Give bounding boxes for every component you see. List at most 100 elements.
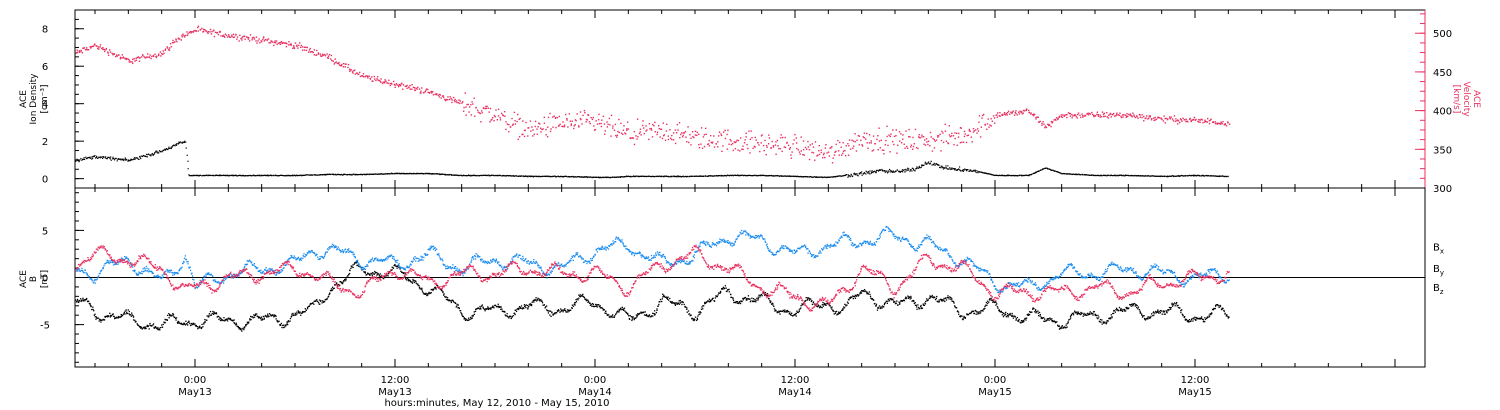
velocity-point: [925, 138, 928, 140]
b-point-bx: [1012, 315, 1014, 318]
density-point: [733, 174, 736, 176]
density-point: [529, 175, 531, 178]
b-point-bx: [954, 306, 956, 308]
velocity-point: [678, 122, 681, 124]
b-point-bx: [434, 287, 437, 289]
density-point: [76, 158, 78, 160]
velocity-point: [687, 126, 689, 128]
density-point: [762, 174, 764, 177]
b-point-bx: [253, 314, 255, 316]
density-point: [168, 146, 170, 148]
velocity-point: [519, 117, 521, 120]
b-point-bx: [538, 299, 540, 301]
b-point-bx: [740, 300, 742, 302]
velocity-point: [748, 130, 750, 132]
b-point-bx: [187, 321, 189, 324]
top-panel-frame: [74, 9, 1426, 189]
velocity-point: [1081, 113, 1083, 115]
velocity-point: [720, 134, 723, 137]
density-point: [1117, 175, 1119, 177]
velocity-point: [877, 135, 879, 137]
velocity-point: [105, 47, 108, 50]
density-point: [319, 174, 322, 176]
velocity-point: [299, 42, 301, 44]
density-point: [375, 173, 377, 175]
velocity-point: [822, 153, 825, 156]
b-point-bx: [822, 305, 824, 307]
density-point: [456, 174, 458, 176]
density-point: [662, 175, 664, 177]
velocity-point: [485, 107, 488, 110]
velocity-point: [453, 99, 456, 102]
velocity-point: [781, 150, 783, 153]
density-point: [1154, 175, 1157, 177]
b-point-bx: [493, 307, 495, 309]
b-point-bx: [757, 298, 760, 300]
density-point: [134, 158, 136, 160]
velocity-point: [889, 135, 891, 138]
b-point-bx: [838, 311, 840, 313]
b-point-bx: [472, 315, 474, 317]
density-point: [1120, 174, 1123, 176]
bottom-left-tick-label: 0: [42, 274, 48, 285]
velocity-point: [1022, 112, 1024, 114]
density-point: [689, 175, 691, 177]
b-point-bx: [540, 300, 543, 302]
density-point: [903, 169, 905, 171]
density-point: [971, 170, 974, 172]
density-point: [646, 175, 648, 178]
b-point-bx: [429, 292, 432, 294]
velocity-point: [290, 43, 292, 45]
density-point: [910, 168, 912, 171]
velocity-point: [289, 43, 291, 46]
velocity-point: [624, 133, 627, 135]
b-point-bx: [525, 306, 527, 309]
density-point: [185, 141, 187, 143]
velocity-point: [1129, 114, 1131, 117]
velocity-point: [241, 39, 243, 41]
density-point: [547, 175, 549, 178]
density-point: [802, 176, 805, 178]
velocity-point: [927, 140, 930, 142]
b-point-bx: [385, 276, 387, 278]
b-point-bx: [285, 324, 287, 326]
velocity-point: [777, 145, 779, 147]
b-point-bx: [429, 292, 431, 295]
b-point-bx: [404, 273, 406, 275]
velocity-point: [90, 46, 92, 48]
density-point: [727, 174, 729, 176]
velocity-point: [826, 152, 828, 154]
density-point: [1103, 174, 1106, 176]
density-point: [831, 176, 834, 178]
velocity-point: [87, 49, 90, 51]
velocity-point: [93, 44, 95, 46]
velocity-point: [253, 38, 256, 40]
b-point-bx: [648, 314, 651, 316]
velocity-point: [98, 48, 100, 50]
velocity-point: [131, 61, 133, 63]
velocity-point: [194, 29, 196, 32]
velocity-point: [742, 145, 744, 147]
density-point: [992, 174, 994, 176]
density-point: [120, 158, 122, 160]
top-left-tick-label: 4: [42, 100, 48, 111]
velocity-point: [1227, 121, 1229, 123]
velocity-point: [309, 47, 311, 50]
b-point-bx: [990, 297, 992, 300]
density-point: [1127, 174, 1129, 176]
b-point-bx: [576, 298, 578, 300]
density-point: [132, 158, 134, 161]
b-point-bx: [194, 323, 196, 325]
density-point: [343, 173, 345, 176]
density-point: [921, 164, 923, 166]
b-point-bx: [860, 292, 863, 294]
velocity-point: [852, 147, 854, 149]
velocity-point: [262, 37, 265, 39]
density-point: [797, 175, 799, 177]
b-point-bx: [671, 301, 673, 303]
density-point: [1141, 175, 1144, 177]
b-point-bx: [273, 315, 275, 317]
b-point-bx: [647, 315, 650, 318]
velocity-point: [115, 54, 118, 56]
velocity-point: [1044, 125, 1047, 127]
